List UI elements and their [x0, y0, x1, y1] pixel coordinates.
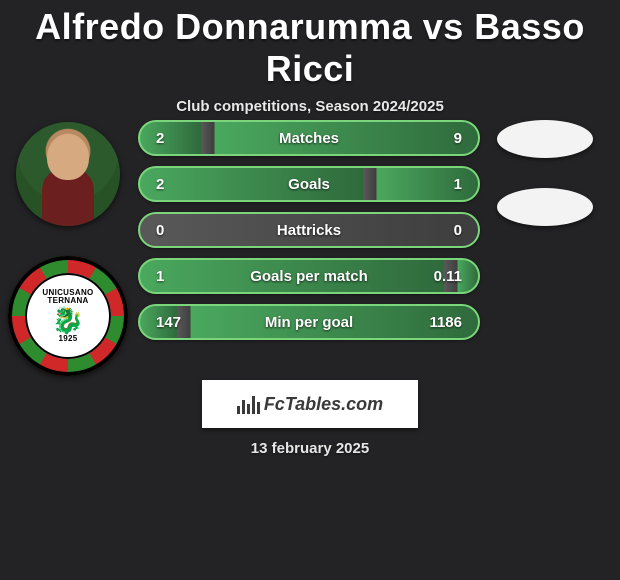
opponent-badge-placeholder — [497, 188, 593, 226]
stat-row: 2 Goals 1 — [138, 166, 480, 202]
left-column: UNICUSANO TERNANA 🐉 1925 — [8, 122, 128, 376]
opponent-photo-placeholder — [497, 120, 593, 158]
stat-right-value: 1 — [432, 176, 462, 193]
badge-mid-text: TERNANA — [47, 297, 88, 305]
stat-right-value: 1186 — [429, 314, 462, 331]
footer-date: 13 february 2025 — [251, 440, 369, 457]
stat-left-value: 1 — [156, 268, 186, 285]
stat-label: Matches — [279, 130, 339, 147]
stat-label: Min per goal — [265, 314, 353, 331]
player-photo — [16, 122, 120, 226]
stat-label: Hattricks — [277, 222, 341, 239]
stat-row: 147 Min per goal 1186 — [138, 304, 480, 340]
footer-brand: FcTables.com — [202, 380, 418, 428]
stat-row: 1 Goals per match 0.11 — [138, 258, 480, 294]
club-badge: UNICUSANO TERNANA 🐉 1925 — [8, 256, 128, 376]
stat-right-value: 0.11 — [432, 268, 462, 285]
right-column — [490, 120, 600, 226]
footer-brand-text: FcTables.com — [264, 394, 383, 415]
stat-label: Goals per match — [250, 268, 368, 285]
stat-row: 0 Hattricks 0 — [138, 212, 480, 248]
stat-right-value: 0 — [432, 222, 462, 239]
page-title: Alfredo Donnarumma vs Basso Ricci — [0, 0, 620, 90]
stat-row: 2 Matches 9 — [138, 120, 480, 156]
badge-year: 1925 — [59, 335, 78, 343]
stat-right-value: 9 — [432, 130, 462, 147]
stat-left-value: 2 — [156, 130, 186, 147]
stat-left-value: 2 — [156, 176, 186, 193]
badge-dragon-icon: 🐉 — [52, 307, 84, 333]
stat-left-value: 147 — [156, 314, 186, 331]
chart-icon — [237, 394, 260, 414]
stat-left-value: 0 — [156, 222, 186, 239]
stat-label: Goals — [288, 176, 330, 193]
stats-container: 2 Matches 9 2 Goals 1 0 Hattricks 0 1 Goals per ma… — [138, 120, 480, 340]
page-subtitle: Club competitions, Season 2024/2025 — [0, 98, 620, 115]
